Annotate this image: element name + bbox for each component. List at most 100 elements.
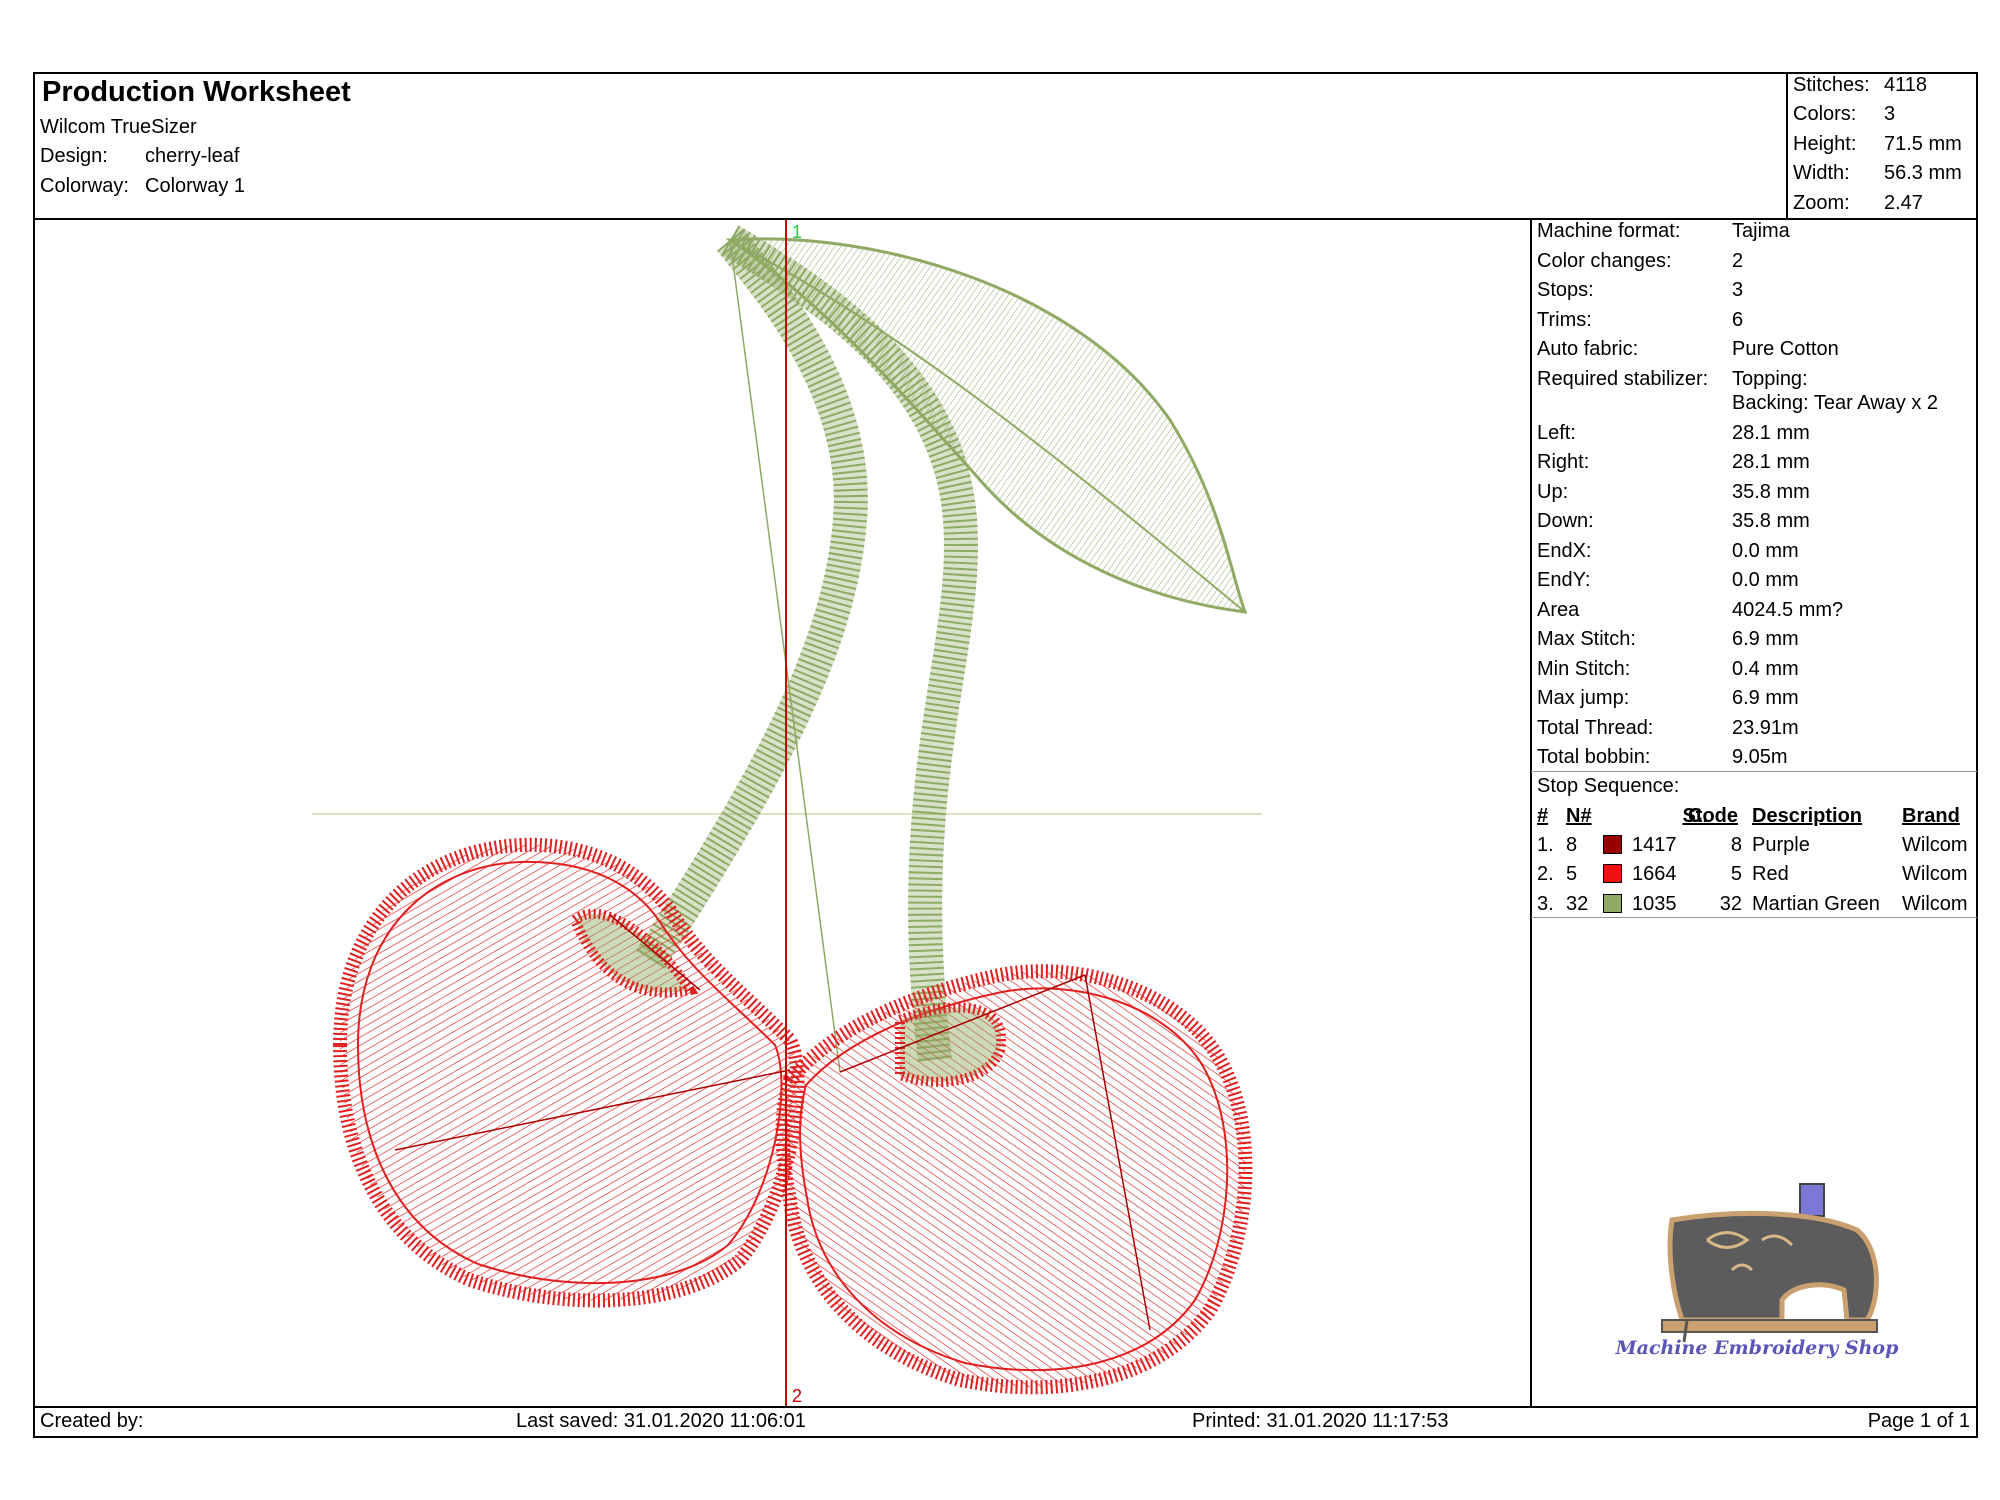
summary-value: 4118 <box>1884 74 1928 96</box>
summary-label: Height: <box>1793 133 1857 155</box>
col-header-st: St. <box>1682 805 1708 827</box>
right-cherry-top <box>895 1002 1007 1087</box>
row-description: Red <box>1752 863 1789 885</box>
detail-label: Auto fabric: <box>1537 338 1639 360</box>
summary-label: Width: <box>1793 162 1850 184</box>
created-by: Created by: <box>40 1410 144 1432</box>
detail-label: EndX: <box>1537 540 1592 562</box>
detail-value: 4024.5 mm? <box>1732 599 1844 621</box>
detail-value: 23.91m <box>1732 717 1799 739</box>
row-code: 5 <box>1730 863 1742 885</box>
design-value: cherry-leaf <box>145 145 240 167</box>
detail-value: 0.4 mm <box>1732 658 1799 680</box>
col-header-n: N# <box>1566 805 1592 827</box>
logo-text: Machine Embroidery Shop <box>1615 1337 1899 1359</box>
row-code: 8 <box>1730 834 1742 856</box>
detail-value: 6.9 mm <box>1732 687 1799 709</box>
detail-label: Stops: <box>1537 279 1594 301</box>
travel-line <box>394 1069 791 1151</box>
stop-sequence-title: Stop Sequence: <box>1537 775 1680 797</box>
row-st: 1664 <box>1632 863 1677 885</box>
row-n: 8 <box>1566 834 1578 856</box>
left-cherry-outline <box>356 860 783 1285</box>
header-divider <box>33 218 1978 220</box>
detail-value: 28.1 mm <box>1732 451 1810 473</box>
detail-label: Max jump: <box>1537 687 1630 709</box>
software-name: Wilcom TrueSizer <box>40 116 197 138</box>
detail-value: Topping: <box>1732 368 1808 390</box>
detail-label: Total Thread: <box>1537 717 1654 739</box>
row-brand: Wilcom <box>1902 863 1968 885</box>
sewing-machine-logo: Machine Embroidery Shop <box>1615 1183 1899 1359</box>
detail-value: Tajima <box>1732 220 1790 242</box>
row-brand: Wilcom <box>1902 834 1968 856</box>
summary-divider <box>1786 72 1788 219</box>
row-st: 1417 <box>1632 834 1677 856</box>
left-cherry-top <box>568 908 699 998</box>
row-n: 5 <box>1566 863 1578 885</box>
row-code: 32 <box>1719 893 1742 915</box>
page-number: Page 1 of 1 <box>1867 1410 1970 1432</box>
travel-line <box>839 974 1086 1073</box>
row-description: Purple <box>1752 834 1810 856</box>
row-num: 2. <box>1537 863 1554 885</box>
detail-value: 6.9 mm <box>1732 628 1799 650</box>
detail-label: Left: <box>1537 422 1576 444</box>
detail-value: 28.1 mm <box>1732 422 1810 444</box>
worksheet-frame <box>33 72 1978 1438</box>
row-brand: Wilcom <box>1902 893 1968 915</box>
col-header-description: Description <box>1752 805 1863 827</box>
detail-label: EndY: <box>1537 569 1591 591</box>
right-cherry-outline <box>799 987 1229 1372</box>
col-header-num: # <box>1537 805 1549 827</box>
sewing-machine-icon <box>1667 1210 1879 1323</box>
summary-value: 71.5 mm <box>1884 133 1962 155</box>
details-divider <box>1530 218 1532 1407</box>
row-num: 1. <box>1537 834 1554 856</box>
detail-value: 35.8 mm <box>1732 510 1810 532</box>
detail-label: Down: <box>1537 510 1594 532</box>
page-title: Production Worksheet <box>42 76 351 108</box>
detail-value: 35.8 mm <box>1732 481 1810 503</box>
row-num: 3. <box>1537 893 1554 915</box>
summary-value: 3 <box>1884 103 1896 125</box>
color-swatch <box>1603 835 1622 854</box>
stem-right-fill <box>721 225 978 1063</box>
detail-label: Machine format: <box>1537 220 1681 242</box>
left-cherry <box>332 837 805 1308</box>
row-n: 32 <box>1566 893 1589 915</box>
summary-label: Colors: <box>1793 103 1857 125</box>
detail-label: Required stabilizer: <box>1537 368 1709 390</box>
last-saved: Last saved: 31.01.2020 11:06:01 <box>516 1410 806 1432</box>
footer-divider <box>33 1406 1978 1408</box>
summary-label: Stitches: <box>1793 74 1870 96</box>
detail-value: 9.05m <box>1732 746 1788 768</box>
summary-value: 2.47 <box>1884 192 1923 214</box>
summary-value: 56.3 mm <box>1884 162 1962 184</box>
travel-line <box>1084 974 1151 1331</box>
row-st: 1035 <box>1632 893 1677 915</box>
leaf-vein <box>729 239 1246 613</box>
detail-label: Total bobbin: <box>1537 746 1651 768</box>
detail-value: 0.0 mm <box>1732 569 1799 591</box>
detail-label: Up: <box>1537 481 1569 503</box>
col-header-brand: Brand <box>1902 805 1960 827</box>
stop-table-bottom <box>1531 917 1977 918</box>
row-description: Martian Green <box>1752 893 1880 915</box>
color-swatch <box>1603 864 1622 883</box>
summary-label: Zoom: <box>1793 192 1850 214</box>
detail-label: Right: <box>1537 451 1590 473</box>
detail-value-2: Backing: Tear Away x 2 <box>1732 392 1939 414</box>
travel-line <box>609 914 701 991</box>
start-marker: 1 <box>792 222 802 242</box>
detail-value: Pure Cotton <box>1732 338 1839 360</box>
detail-value: 2 <box>1732 250 1744 272</box>
right-cherry <box>775 964 1253 1395</box>
detail-value: 6 <box>1732 309 1744 331</box>
detail-value: 3 <box>1732 279 1744 301</box>
end-marker: 2 <box>792 1386 802 1406</box>
col-header-code: Code <box>1688 805 1738 827</box>
thread-spool-icon <box>1799 1183 1825 1217</box>
detail-value: 0.0 mm <box>1732 540 1799 562</box>
